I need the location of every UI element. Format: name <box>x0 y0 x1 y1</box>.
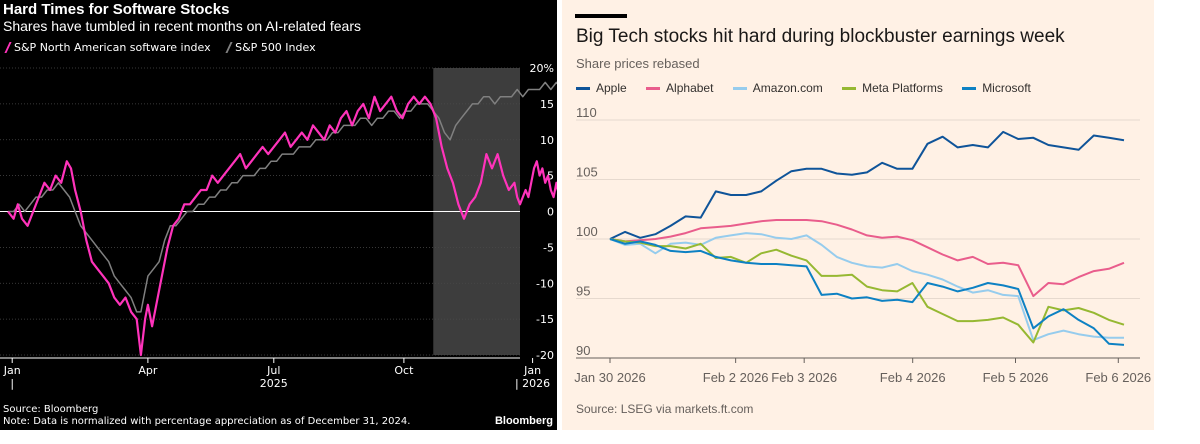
y-tick-label: -15 <box>536 313 554 326</box>
legend-item-apple: Apple <box>576 81 627 95</box>
software-index-line <box>7 95 557 357</box>
x-tick-label: Apr <box>138 364 158 377</box>
legend-item-microsoft: Microsoft <box>962 81 1031 95</box>
y-tick-label: 15 <box>540 98 554 111</box>
legend-item-meta: Meta Platforms <box>842 81 943 95</box>
y-tick-label: -10 <box>536 277 554 290</box>
y-tick-label: 105 <box>576 165 598 180</box>
apple-line <box>609 130 1125 240</box>
x-tick-label: Jan 30 2026 <box>574 370 646 385</box>
x-year-separator: | <box>10 377 14 390</box>
bloomberg-chart-title: Hard Times for Software Stocks <box>3 1 230 18</box>
y-tick-label: 20% <box>530 62 554 75</box>
bloomberg-chart-panel: 20% 15 10 5 0 -5 -10 -15 -20 Jan Apr Jul Oct Jan | 2025… <box>0 0 557 430</box>
software-index-swatch <box>4 41 12 53</box>
y-tick-label: 5 <box>547 170 554 183</box>
y-tick-label: 95 <box>576 284 590 299</box>
y-tick-label: 90 <box>576 343 590 358</box>
y-tick-label: 0 <box>547 206 554 219</box>
x-tick-label: Jul <box>266 364 280 377</box>
x-tick-label: Jan <box>3 364 21 377</box>
sp500-swatch <box>225 41 233 53</box>
amazon-line <box>609 232 1124 342</box>
sp500-line <box>8 81 557 313</box>
y-tick-label: 100 <box>576 224 598 239</box>
bloomberg-legend: S&P North American software index S&P 50… <box>3 40 316 54</box>
y-tick-label: -5 <box>543 241 554 254</box>
ft-chart-panel: Big Tech stocks hit hard during blockbus… <box>562 0 1154 430</box>
bloomberg-chart-subtitle: Shares have tumbled in recent months on … <box>3 18 361 34</box>
ft-header-bar <box>575 14 627 18</box>
ft-legend: Apple Alphabet Amazon.com Meta Platforms… <box>576 81 1047 95</box>
legend-label-software-index: S&P North American software index <box>14 40 211 54</box>
y-tick-label: -20 <box>536 349 554 362</box>
y-tick-label: 110 <box>576 105 597 120</box>
legend-label-sp500: S&P 500 Index <box>235 40 316 54</box>
bloomberg-source: Source: Bloomberg <box>3 404 99 415</box>
legend-item-alphabet: Alphabet <box>646 81 713 95</box>
meta-line <box>609 238 1125 344</box>
ft-plot: 110 105 100 95 90 Jan 30 2026 Feb 2 2026 Feb 3 … <box>574 105 1151 385</box>
microsoft-line <box>609 238 1125 346</box>
x-tick-label: Feb 4 2026 <box>880 370 946 385</box>
x-tick-label: Feb 5 2026 <box>983 370 1049 385</box>
ft-chart-subtitle: Share prices rebased <box>576 56 700 71</box>
x-tick-label: Feb 6 2026 <box>1085 370 1151 385</box>
bloomberg-logo: Bloomberg <box>494 415 553 427</box>
x-tick-label: Oct <box>394 364 414 377</box>
x-year-label: | 2026 <box>515 377 550 390</box>
legend-item-amazon: Amazon.com <box>732 81 823 95</box>
ft-chart-title: Big Tech stocks hit hard during blockbus… <box>576 26 1065 47</box>
y-tick-label: 10 <box>540 134 554 147</box>
x-year-label: 2025 <box>260 377 288 390</box>
bloomberg-note: Note: Data is normalized with percentage… <box>3 416 411 427</box>
alphabet-line <box>609 219 1125 298</box>
x-tick-label: Feb 3 2026 <box>771 370 837 385</box>
ft-source: Source: LSEG via markets.ft.com <box>576 402 754 416</box>
x-tick-label: Feb 2 2026 <box>703 370 769 385</box>
x-tick-label: Jan <box>523 364 541 377</box>
